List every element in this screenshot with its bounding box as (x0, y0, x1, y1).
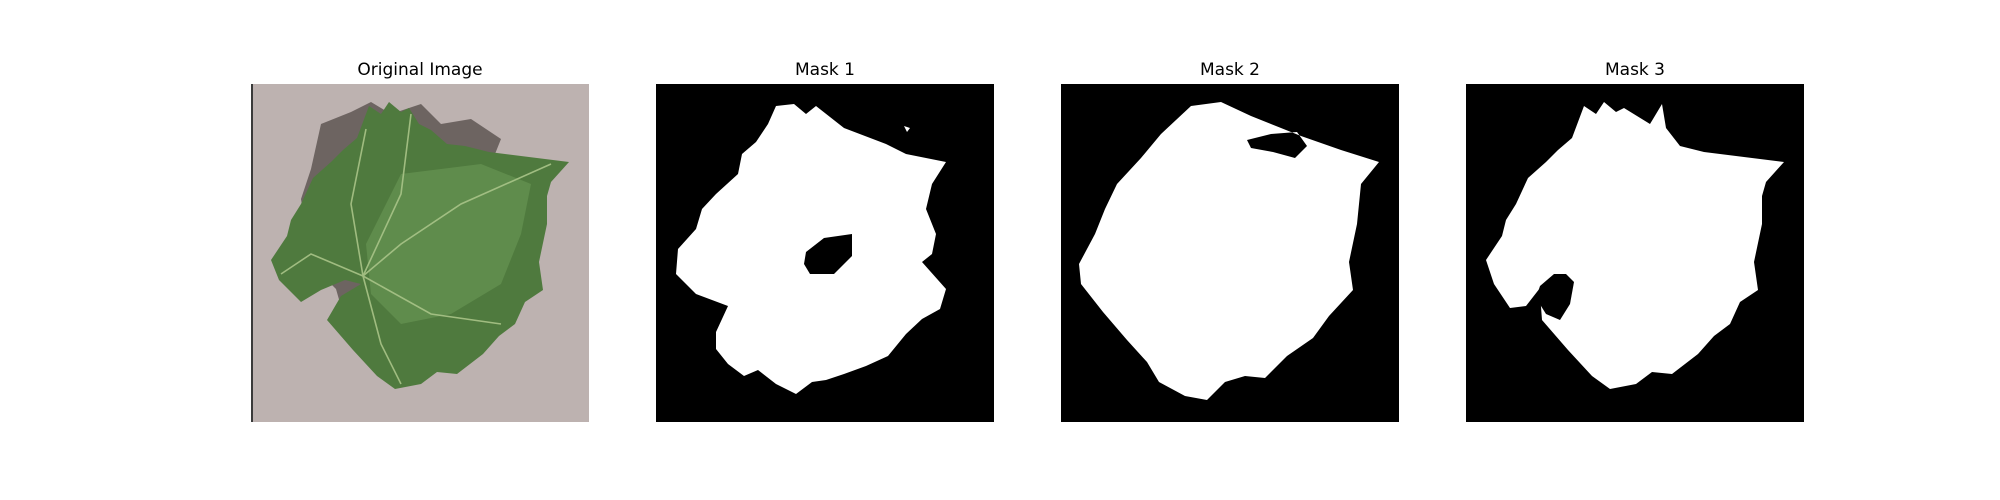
left-vein (280, 253, 364, 277)
main-vein (362, 163, 552, 277)
leaf-mask (1466, 84, 1804, 422)
leaf-mask (656, 84, 994, 422)
original-image-panel: Original Image (251, 56, 589, 422)
leaf-veins (280, 113, 552, 385)
leaf-highlight (366, 164, 531, 324)
mask-2-image (1061, 84, 1399, 422)
mask-3-image (1466, 84, 1804, 422)
upper-vein (350, 128, 367, 277)
leaf-mask (1061, 84, 1399, 422)
panel-title: Mask 1 (794, 60, 855, 80)
top-vein (362, 113, 412, 277)
mask-foreground (676, 104, 946, 394)
panel-title: Mask 3 (1604, 60, 1665, 80)
left-edge-line (251, 84, 253, 422)
panel-title: Original Image (357, 60, 483, 80)
mask-foreground (1079, 102, 1379, 400)
original-image (251, 84, 589, 422)
bottom-vein (362, 275, 402, 385)
mask-2-panel: Mask 2 (1061, 56, 1399, 422)
mask-3-panel: Mask 3 (1466, 56, 1804, 422)
panel-title: Mask 2 (1199, 60, 1260, 80)
grape-leaf-photo (251, 84, 589, 422)
mask-speck (904, 126, 910, 132)
mask-hole (1536, 274, 1574, 320)
lower-vein (362, 275, 502, 325)
mask-1-image (656, 84, 994, 422)
mask-1-panel: Mask 1 (656, 56, 994, 422)
mask-speck (760, 278, 766, 284)
